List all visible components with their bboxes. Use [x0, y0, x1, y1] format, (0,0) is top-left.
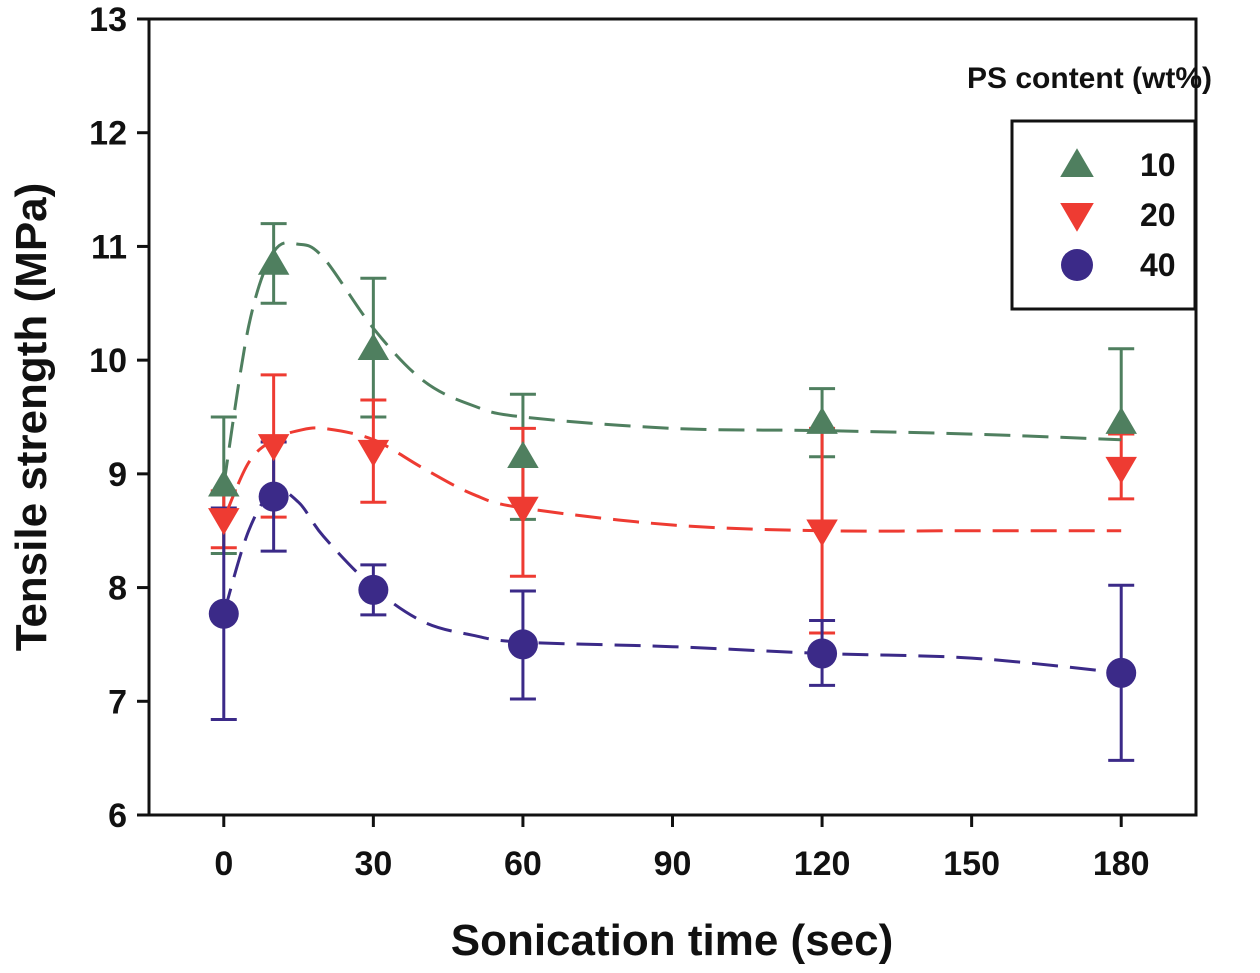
data-markers	[208, 247, 1137, 688]
point-20-30	[357, 439, 390, 467]
y-tick-label-9: 9	[108, 456, 127, 494]
x-axis-title: Sonication time (sec)	[451, 916, 894, 965]
y-tick-label-6: 6	[108, 797, 127, 835]
error-bars	[210, 222, 1135, 762]
legend-marker-20	[1060, 203, 1094, 232]
point-20-60	[507, 496, 539, 524]
trend-line-10	[222, 241, 1122, 486]
x-tick-label-120: 120	[794, 845, 851, 883]
x-tick-label-180: 180	[1093, 845, 1150, 883]
x-tick-label-0: 0	[214, 845, 233, 883]
x-tick-label-60: 60	[504, 845, 542, 883]
point-20-0	[208, 508, 240, 536]
point-40-0	[208, 598, 239, 629]
y-axis-title: Tensile strength (MPa)	[7, 183, 56, 652]
legend-marker-40	[1061, 249, 1093, 281]
legend-label-20: 20	[1140, 197, 1176, 233]
point-40-120	[807, 638, 838, 669]
legend-label-40: 40	[1140, 247, 1176, 283]
x-tick-label-30: 30	[354, 845, 392, 883]
point-20-10	[257, 434, 290, 462]
trend-lines	[222, 241, 1122, 675]
x-tick-label-150: 150	[943, 845, 1000, 883]
point-10-60	[507, 441, 539, 469]
point-20-180	[1105, 456, 1137, 484]
y-tick-label-8: 8	[108, 570, 127, 608]
y-tick-label-11: 11	[91, 228, 127, 266]
legend-marker-10	[1060, 148, 1094, 177]
y-tick-label-10: 10	[89, 342, 127, 380]
point-10-10	[257, 247, 290, 275]
trend-line-40	[222, 488, 1122, 675]
point-40-10	[258, 481, 289, 512]
y-tick-label-13: 13	[89, 1, 127, 39]
legend-label-10: 10	[1140, 147, 1176, 183]
point-40-180	[1106, 657, 1137, 688]
y-tick-label-7: 7	[108, 683, 127, 721]
point-40-60	[507, 629, 538, 660]
point-20-120	[806, 519, 838, 547]
point-10-0	[208, 469, 240, 497]
x-tick-label-90: 90	[654, 845, 692, 883]
legend: 10 20 40	[1060, 147, 1176, 283]
point-10-30	[357, 333, 390, 361]
point-40-30	[358, 574, 389, 605]
legend-title: PS content (wt%)	[967, 62, 1212, 95]
trend-line-20	[222, 426, 1122, 533]
point-10-120	[806, 406, 838, 434]
point-10-180	[1105, 406, 1137, 434]
y-tick-label-12: 12	[89, 115, 127, 153]
axis-ticks: 0 30 60 90 120 150 180 6 7 8 9 10 11 12 13	[89, 1, 1149, 883]
legend-box	[1010, 119, 1197, 311]
